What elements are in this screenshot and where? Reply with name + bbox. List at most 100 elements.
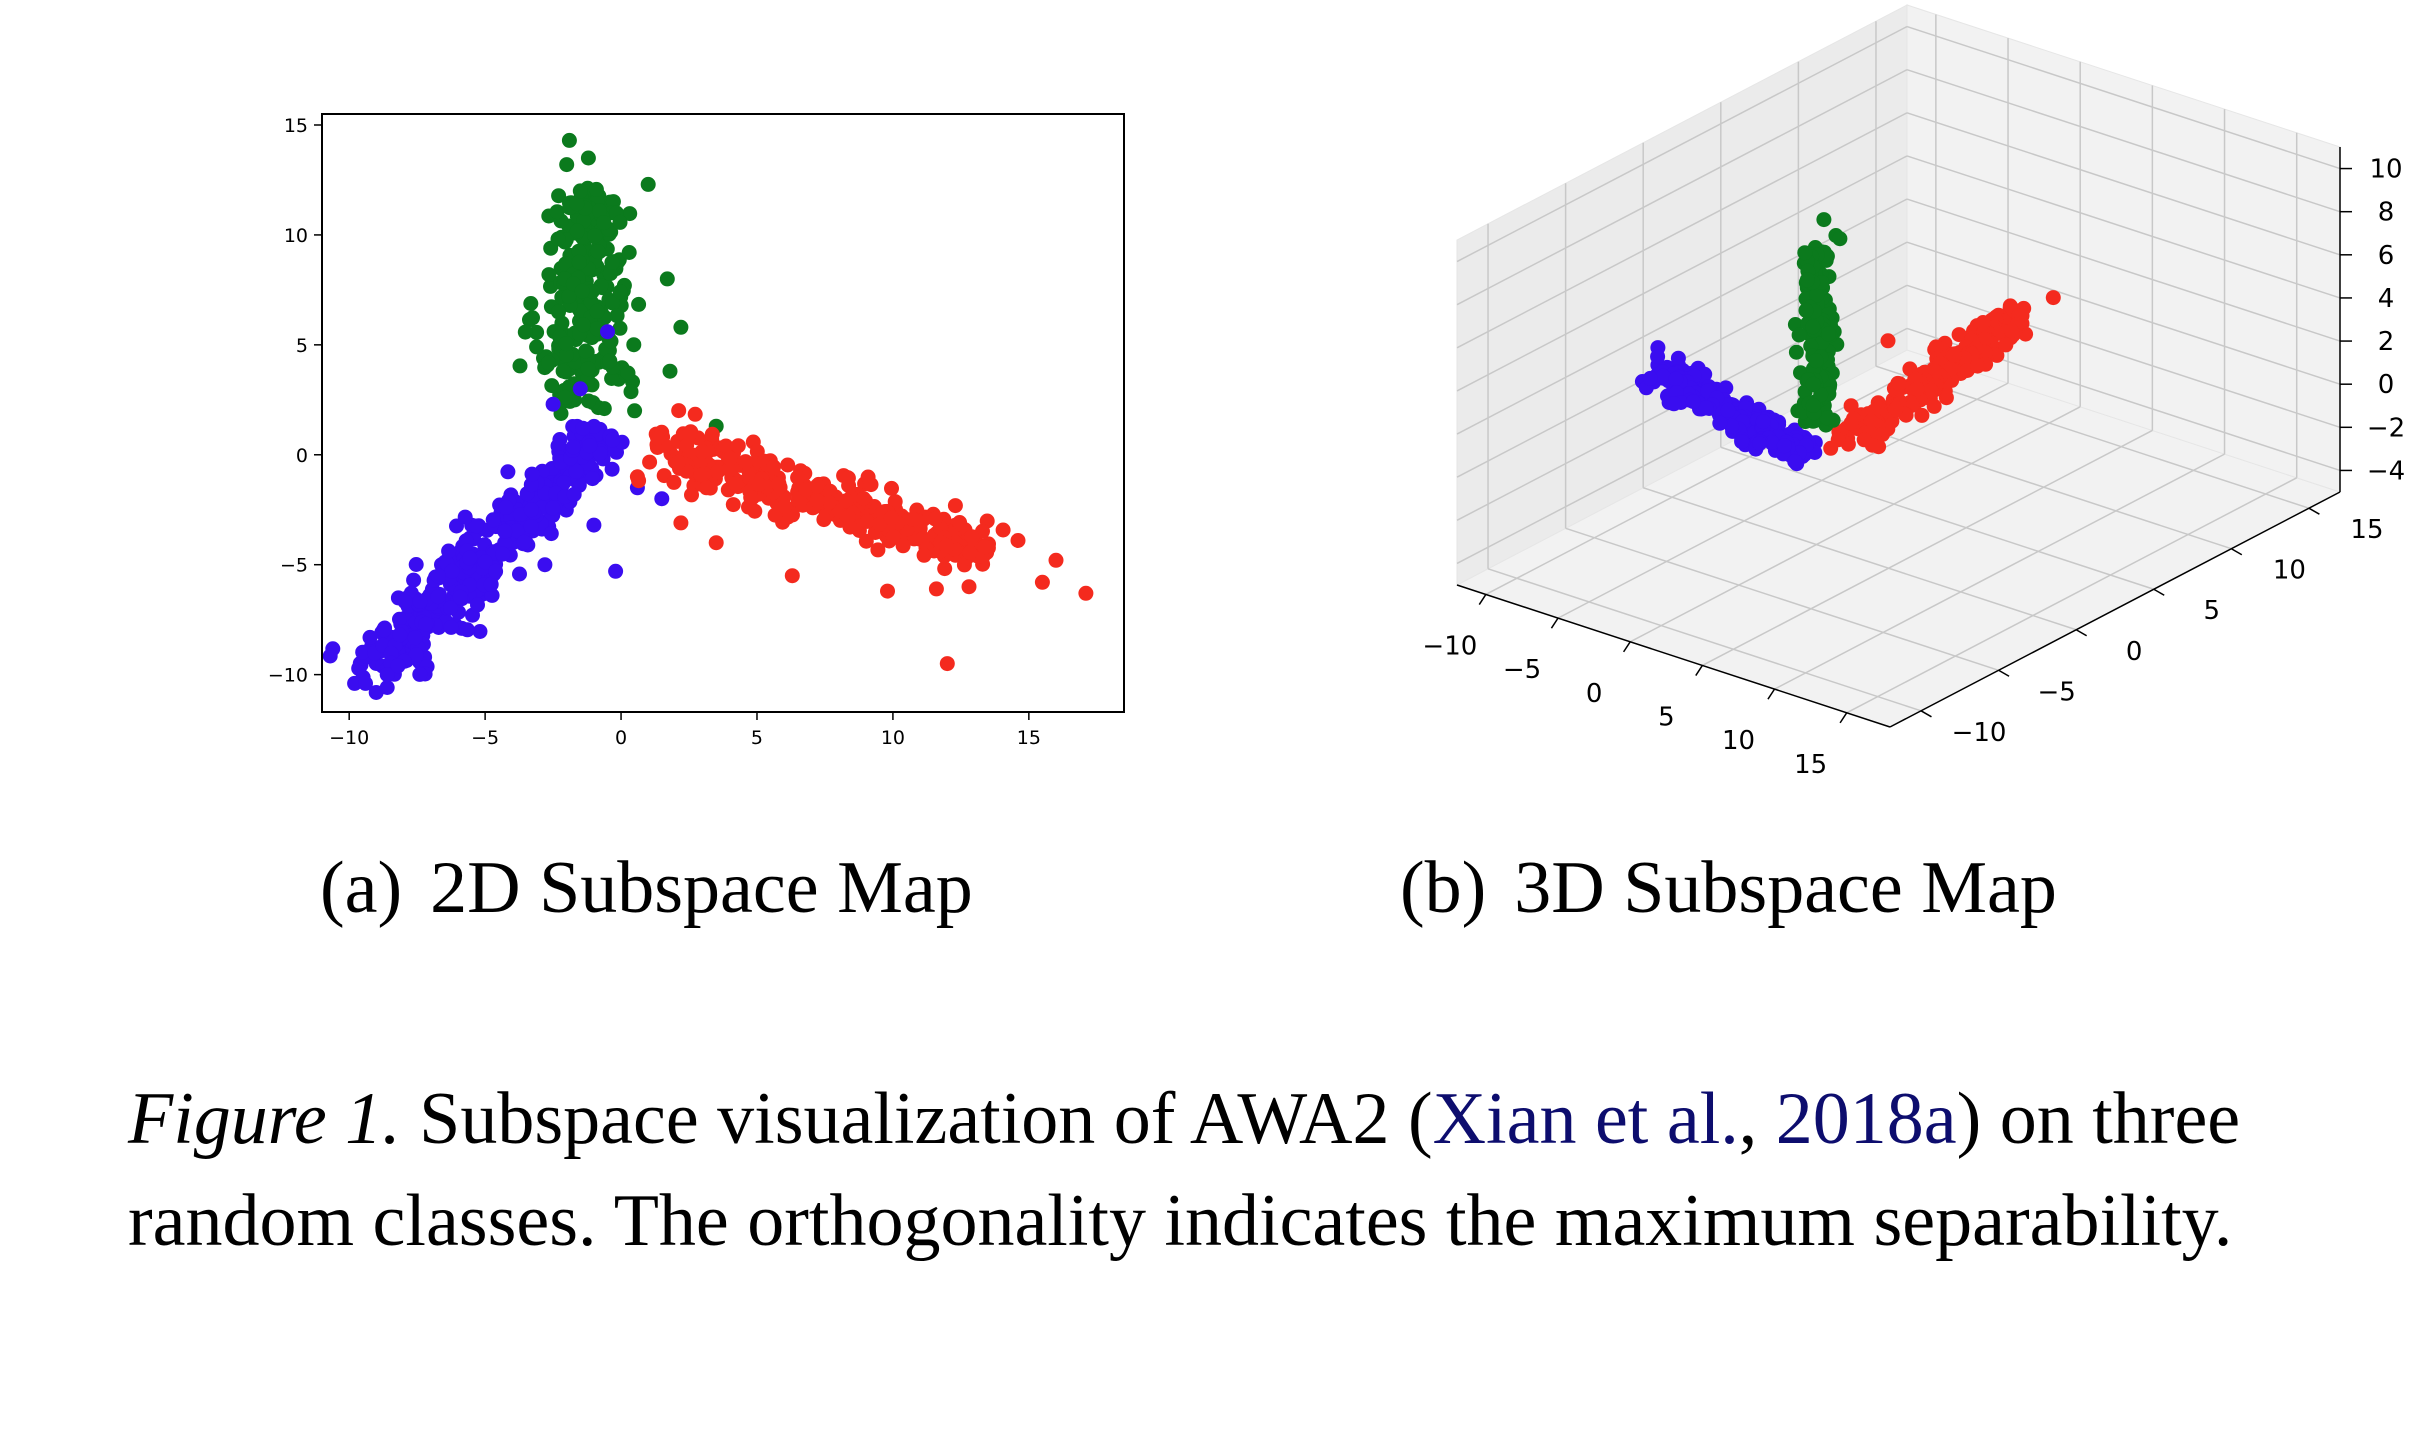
point-blue-389 bbox=[592, 446, 608, 461]
grid-line bbox=[1906, 198, 2341, 342]
grid-line bbox=[1456, 155, 1908, 392]
point3d-red-233 bbox=[1880, 333, 1896, 349]
z3d-tick-label: 8 bbox=[2378, 198, 2395, 228]
point-blue-368 bbox=[605, 432, 621, 448]
point-green-125 bbox=[551, 188, 567, 204]
subfigure-letter-b: (b) bbox=[1400, 847, 1486, 929]
point-green-236 bbox=[589, 303, 605, 319]
point-red-255 bbox=[822, 483, 838, 499]
scatter-points-3d bbox=[1634, 212, 2061, 472]
point-red-340 bbox=[766, 459, 782, 475]
point-red-336 bbox=[952, 515, 968, 530]
point-green-251 bbox=[612, 284, 628, 300]
point3d-red-198 bbox=[1843, 398, 1859, 414]
point-red-365 bbox=[961, 579, 977, 595]
point3d-blue-282 bbox=[1655, 368, 1671, 384]
point-red-335 bbox=[872, 516, 888, 532]
caption-cite-author[interactable]: Xian et al. bbox=[1432, 1078, 1739, 1160]
point-red-268 bbox=[884, 480, 899, 496]
point-red-363 bbox=[1034, 574, 1050, 590]
point3d-blue-651 bbox=[1787, 454, 1803, 469]
point-blue-400 bbox=[462, 550, 478, 566]
z3d-tick-label: −4 bbox=[2367, 456, 2405, 486]
point3d-blue-571 bbox=[1752, 436, 1767, 451]
point-blue-390 bbox=[586, 418, 602, 434]
x-tick-label: −5 bbox=[471, 727, 499, 749]
point-red-341 bbox=[743, 489, 759, 505]
point-blue-334 bbox=[443, 600, 458, 616]
point-red-356 bbox=[790, 470, 806, 485]
point-red-342 bbox=[883, 510, 899, 526]
x3d-tick-label: 10 bbox=[1722, 726, 1755, 756]
y3d-tick-label: 15 bbox=[2350, 515, 2383, 545]
subfigure-label-b: (b) 3D Subspace Map bbox=[1400, 847, 2057, 929]
point-blue-425 bbox=[572, 381, 588, 397]
point-blue-427 bbox=[537, 557, 553, 573]
point-red-274 bbox=[718, 438, 734, 454]
caption-cite-year[interactable]: 2018a bbox=[1775, 1078, 1957, 1160]
y-tick-label: 0 bbox=[296, 445, 308, 467]
point3d-green-652 bbox=[1809, 287, 1825, 303]
point-blue-415 bbox=[524, 466, 540, 482]
point-green-265 bbox=[659, 271, 675, 287]
point-blue-412 bbox=[543, 526, 559, 542]
point-green-272 bbox=[551, 304, 566, 320]
point-red-301 bbox=[738, 454, 753, 470]
point-blue-373 bbox=[412, 593, 428, 609]
point-red-313 bbox=[721, 462, 737, 478]
point-blue-426 bbox=[608, 563, 624, 579]
point-green-257 bbox=[569, 223, 585, 239]
point-red-207 bbox=[816, 512, 832, 528]
point3d-green-664 bbox=[1791, 327, 1807, 343]
point-blue-421 bbox=[358, 675, 373, 691]
point-green-244 bbox=[558, 336, 574, 352]
point-blue-247 bbox=[497, 535, 513, 551]
point-green-53 bbox=[529, 324, 545, 340]
x3d-tick-label: 15 bbox=[1794, 750, 1827, 780]
grid-line bbox=[1557, 382, 2009, 619]
point-blue-376 bbox=[418, 616, 434, 632]
z3d-tick-label: −2 bbox=[2367, 413, 2405, 443]
point3d-blue-392 bbox=[1698, 400, 1714, 416]
point-green-271 bbox=[662, 363, 678, 379]
point-green-239 bbox=[525, 310, 540, 326]
point-blue-403 bbox=[477, 554, 493, 570]
point3d-blue-647 bbox=[1776, 438, 1792, 454]
point-blue-305 bbox=[406, 572, 422, 588]
point-red-269 bbox=[838, 493, 854, 509]
y-axis-line-3d bbox=[1889, 491, 2341, 728]
point-red-360 bbox=[939, 656, 955, 672]
point-blue-418 bbox=[407, 630, 423, 646]
x-tick-label: 15 bbox=[1017, 727, 1041, 749]
point3d-blue-539 bbox=[1764, 434, 1780, 450]
point-red-87 bbox=[780, 457, 796, 473]
x3d-tick-mark bbox=[1622, 641, 1631, 653]
x-tick-label: 5 bbox=[751, 727, 763, 749]
point-red-287 bbox=[710, 464, 726, 480]
point-green-49 bbox=[596, 401, 612, 417]
point-red-317 bbox=[927, 511, 943, 527]
y-tick-label: 15 bbox=[284, 115, 308, 137]
y3d-tick-mark bbox=[2075, 629, 2088, 637]
point3d-red-171 bbox=[1892, 376, 1907, 392]
point-blue-423 bbox=[390, 658, 406, 674]
point3d-red-0 bbox=[2045, 290, 2061, 306]
point-red-333 bbox=[771, 476, 787, 492]
x3d-tick-mark bbox=[1839, 712, 1848, 724]
grid-line bbox=[1774, 453, 2225, 690]
point-green-266 bbox=[673, 319, 689, 335]
point-blue-414 bbox=[565, 439, 581, 455]
point-red-369 bbox=[673, 515, 689, 531]
axis-ticks-3d: −10 −5 0 5 10 15 −10 −5 0 5 10 15 −4 −2 0 2 4 6 8 10 bbox=[1422, 147, 2405, 780]
point-red-351 bbox=[693, 467, 709, 483]
point3d-red-193 bbox=[1887, 402, 1903, 418]
point-red-371 bbox=[708, 535, 724, 551]
point-green-221 bbox=[555, 363, 571, 379]
point-green-254 bbox=[569, 196, 585, 212]
point-red-328 bbox=[905, 511, 921, 527]
point-green-225 bbox=[557, 389, 573, 405]
point3d-green-665 bbox=[1799, 272, 1815, 288]
point-red-334 bbox=[751, 477, 767, 492]
point3d-green-639 bbox=[1813, 387, 1829, 403]
point-blue-394 bbox=[392, 627, 408, 643]
